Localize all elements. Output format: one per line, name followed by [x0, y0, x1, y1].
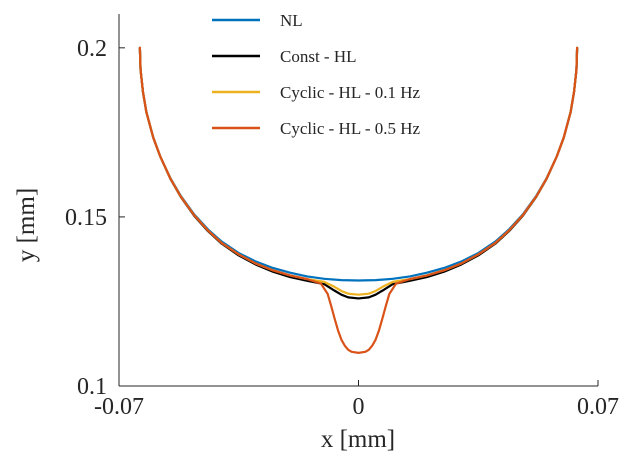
x-tick-label: -0.07	[94, 394, 144, 420]
y-axis-label: y [mm]	[13, 188, 40, 262]
x-tick-label: 0	[353, 394, 365, 420]
y-tick-label: 0.2	[77, 36, 107, 62]
legend-label-nl: NL	[280, 11, 303, 30]
legend-label-const-hl: Const - HL	[280, 47, 357, 66]
x-tick-label: 0.07	[577, 394, 619, 420]
series-line-cyclic-hl-0-5-hz	[138, 46, 579, 354]
legend-label-cyclic-hl-0-5-hz: Cyclic - HL - 0.5 Hz	[280, 119, 421, 138]
y-tick-label: 0.15	[65, 205, 107, 231]
ticks-layer: -0.07 0 0.07 0.1 0.15 0.2	[65, 36, 619, 420]
y-tick-label: 0.1	[77, 374, 107, 400]
legend: NL Const - HL Cyclic - HL - 0.1 Hz Cyclic -…	[212, 11, 421, 138]
legend-label-cyclic-hl-0-1-hz: Cyclic - HL - 0.1 Hz	[280, 83, 421, 102]
x-axis-label: x [mm]	[321, 426, 395, 451]
series-layer	[138, 46, 579, 354]
